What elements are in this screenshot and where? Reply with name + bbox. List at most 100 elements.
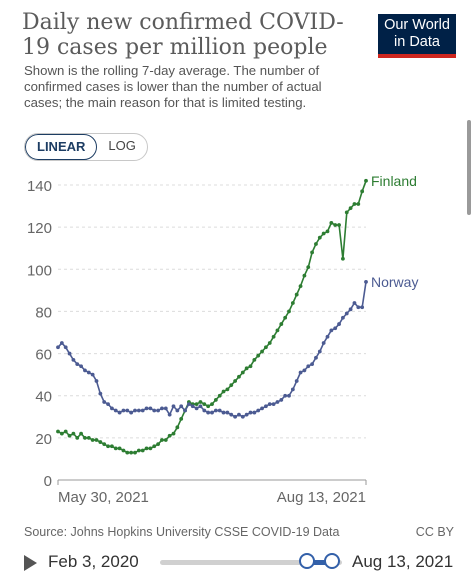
line-chart: 0 20 40 60 80 100 120 140 May 30, 2021 Aug 13, 2… (27, 173, 419, 506)
data-point (75, 362, 80, 367)
series-line (57, 281, 367, 418)
data-point (194, 402, 199, 407)
data-point (256, 353, 261, 358)
scale-toggle: LINEAR LOG (24, 133, 148, 161)
data-point (110, 406, 114, 411)
y-tick-label: 120 (27, 220, 52, 237)
timeline-start-handle[interactable] (299, 553, 315, 569)
data-point (364, 178, 368, 183)
data-point (306, 364, 311, 369)
play-icon[interactable] (24, 555, 37, 571)
logo-line-2: in Data (394, 34, 440, 50)
data-point (275, 400, 280, 404)
data-point (240, 370, 245, 375)
data-point (348, 206, 353, 211)
data-point (310, 362, 314, 367)
data-point (240, 414, 245, 419)
page-scrollbar[interactable] (467, 120, 471, 215)
data-point (264, 345, 268, 350)
data-point (152, 408, 157, 413)
timeline-end-label[interactable]: Aug 13, 2021 (352, 552, 454, 571)
data-point (90, 372, 95, 377)
data-point (271, 402, 276, 407)
data-point (244, 412, 249, 417)
data-point (117, 446, 122, 451)
data-point (302, 368, 307, 373)
data-point (79, 364, 83, 369)
data-point (317, 349, 322, 354)
data-point (225, 387, 230, 392)
data-point (198, 404, 203, 409)
data-point (252, 410, 257, 415)
owid-logo[interactable]: Our World in Data (378, 14, 456, 58)
timeline-track[interactable] (160, 560, 342, 565)
data-point (163, 438, 168, 442)
series-label: Norway (371, 274, 418, 290)
data-point (213, 408, 218, 413)
linear-scale-button[interactable]: LINEAR (25, 134, 98, 160)
data-point (136, 408, 141, 413)
chart-title: Daily new confirmed COVID-19 cases per m… (22, 10, 344, 60)
data-point (183, 408, 187, 413)
y-tick-label: 140 (27, 178, 52, 195)
data-point (298, 370, 303, 375)
data-point (117, 410, 122, 415)
data-point (83, 368, 87, 373)
data-point (133, 450, 137, 455)
data-point (144, 446, 149, 451)
timeline-start-label[interactable]: Feb 3, 2020 (48, 552, 139, 571)
data-point (110, 444, 114, 449)
data-point (179, 404, 184, 409)
data-point (121, 408, 126, 413)
data-point (71, 357, 76, 362)
data-point (233, 379, 238, 383)
data-point (133, 408, 137, 413)
data-point (260, 406, 264, 411)
data-point (337, 223, 341, 227)
license-link[interactable]: CC BY (415, 525, 454, 539)
data-point (360, 305, 365, 310)
data-point (229, 412, 234, 417)
source-note: Source: Johns Hopkins University CSSE CO… (24, 525, 340, 539)
data-point (329, 221, 334, 225)
data-point (56, 429, 60, 434)
data-point (106, 402, 110, 407)
data-point (71, 431, 76, 436)
x-tick-label: Aug 13, 2021 (277, 489, 366, 506)
data-point (317, 235, 322, 240)
data-point (79, 431, 83, 436)
data-point (344, 311, 349, 316)
data-point (271, 334, 276, 339)
data-point (160, 406, 164, 411)
data-point (248, 364, 253, 369)
data-point (252, 357, 257, 362)
data-point (113, 446, 118, 451)
data-point (267, 341, 272, 345)
data-point (175, 408, 180, 413)
data-point (67, 351, 72, 356)
data-point (248, 410, 253, 415)
data-point (310, 250, 314, 255)
timeline-end-handle[interactable] (324, 553, 340, 569)
x-tick-label: May 30, 2021 (58, 489, 149, 506)
data-point (160, 438, 164, 442)
log-scale-button[interactable]: LOG (108, 138, 136, 153)
data-point (275, 328, 280, 333)
data-point (202, 408, 207, 413)
data-point (325, 229, 330, 234)
data-point (59, 341, 64, 345)
series-norway: Norway (56, 274, 418, 419)
data-point (167, 433, 172, 438)
data-point (63, 345, 68, 350)
data-point (156, 408, 161, 413)
timeline-selection (302, 560, 336, 565)
logo-line-1: Our World (384, 17, 450, 33)
data-point (156, 442, 161, 447)
data-point (106, 444, 110, 449)
data-point (229, 383, 234, 388)
data-point (86, 370, 91, 375)
series-finland: Finland (56, 173, 417, 455)
data-point (283, 393, 288, 398)
data-point (125, 408, 130, 413)
data-point (352, 202, 357, 206)
